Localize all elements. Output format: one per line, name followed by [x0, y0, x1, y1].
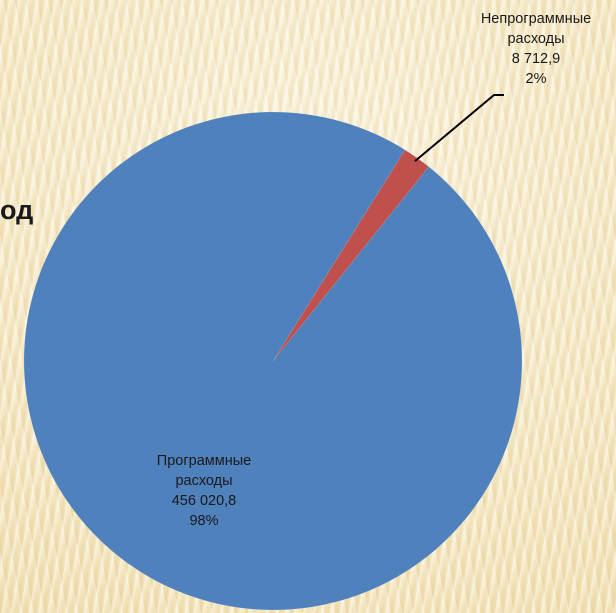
pie-slice-program — [23, 111, 523, 611]
leader-line — [414, 94, 504, 162]
label-program: Программные расходы 456 020,8 98% — [157, 453, 251, 529]
label-nonprogram-line: 8 712,9 — [512, 51, 560, 67]
label-nonprogram: Непрограммные расходы 8 712,9 2% — [481, 11, 591, 87]
label-program-line: 456 020,8 — [172, 493, 237, 509]
label-nonprogram-line: расходы — [507, 31, 564, 47]
label-program-line: расходы — [175, 473, 232, 489]
label-nonprogram-line: 2% — [526, 71, 547, 87]
label-nonprogram-line: Непрограммные — [481, 11, 591, 27]
slide-title-fragment: од — [0, 195, 34, 225]
label-program-line: Программные — [157, 453, 251, 469]
label-program-line: 98% — [189, 513, 218, 529]
pie-slice-nonprogram — [272, 149, 430, 362]
